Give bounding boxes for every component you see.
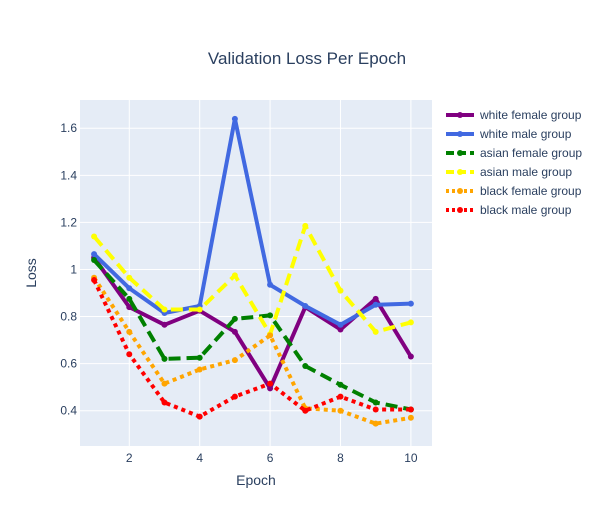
data-point	[91, 251, 98, 258]
data-point	[407, 300, 414, 307]
legend-label: white female group	[479, 108, 582, 122]
data-point	[126, 295, 133, 302]
legend-marker	[457, 150, 463, 156]
series-layer	[91, 115, 414, 427]
legend-item[interactable]: black female group	[446, 184, 582, 198]
data-point	[196, 413, 203, 420]
legend-label: asian female group	[480, 146, 582, 160]
data-point	[302, 302, 309, 309]
y-tick-label: 0.4	[60, 404, 77, 418]
x-axis-title: Epoch	[236, 472, 276, 488]
data-point	[267, 312, 274, 319]
data-point	[231, 328, 238, 335]
data-point	[372, 301, 379, 308]
data-point	[161, 321, 168, 328]
data-point	[161, 306, 168, 313]
data-point	[372, 399, 379, 406]
x-tick-label: 6	[267, 451, 274, 465]
data-point	[407, 353, 414, 360]
data-point	[126, 285, 133, 292]
legend-marker	[457, 131, 463, 137]
series-black-male-group	[91, 277, 414, 420]
data-point	[267, 380, 274, 387]
data-point	[407, 414, 414, 421]
data-point	[337, 407, 344, 414]
data-point	[267, 385, 274, 392]
y-axis-ticks: 0.4 0.6 0.8 1 1.2 1.4 1.6	[60, 121, 77, 417]
series-line	[92, 223, 412, 337]
data-point	[231, 357, 238, 364]
data-point	[372, 328, 379, 335]
data-point	[337, 287, 344, 294]
legend-item[interactable]: asian male group	[446, 165, 572, 179]
data-point	[372, 295, 379, 302]
y-tick-label: 0.8	[60, 310, 77, 324]
data-point	[196, 354, 203, 361]
data-point	[161, 399, 168, 406]
legend-label: black male group	[480, 203, 572, 217]
data-point	[407, 319, 414, 326]
data-point	[161, 355, 168, 362]
data-point	[126, 304, 133, 311]
data-point	[337, 393, 344, 400]
chart-title: Validation Loss Per Epoch	[208, 49, 406, 68]
data-point	[231, 272, 238, 279]
legend-marker	[457, 188, 463, 194]
legend-marker	[457, 207, 463, 213]
data-point	[407, 406, 414, 413]
legend-item[interactable]: white male group	[446, 127, 572, 141]
data-point	[126, 328, 133, 335]
y-axis-title: Loss	[23, 258, 39, 288]
data-point	[302, 362, 309, 369]
data-point	[231, 115, 238, 122]
data-point	[372, 406, 379, 413]
data-point	[126, 351, 133, 358]
data-point	[91, 277, 98, 284]
data-point	[337, 326, 344, 333]
data-point	[267, 332, 274, 339]
legend-item[interactable]: white female group	[446, 108, 582, 122]
y-tick-label: 1	[70, 262, 77, 276]
legend-marker	[457, 112, 463, 118]
data-point	[337, 381, 344, 388]
x-axis-ticks: 2 4 6 8 10	[126, 451, 418, 465]
series-line	[92, 258, 412, 412]
legend-marker	[457, 169, 463, 175]
legend-item[interactable]: asian female group	[446, 146, 582, 160]
legend-label: asian male group	[480, 165, 572, 179]
data-point	[126, 274, 133, 281]
x-tick-label: 10	[404, 451, 418, 465]
x-tick-label: 8	[337, 451, 344, 465]
gridlines	[80, 100, 432, 446]
y-tick-label: 1.6	[60, 121, 77, 135]
x-tick-label: 2	[126, 451, 133, 465]
series-asian-male-group	[91, 222, 414, 338]
data-point	[267, 281, 274, 288]
data-point	[231, 393, 238, 400]
data-point	[302, 407, 309, 414]
data-point	[337, 321, 344, 328]
legend-label: white male group	[479, 127, 572, 141]
y-tick-label: 1.4	[60, 168, 77, 182]
data-point	[91, 257, 98, 264]
data-point	[161, 380, 168, 387]
x-tick-label: 4	[196, 451, 203, 465]
series-line	[92, 276, 412, 426]
data-point	[196, 366, 203, 373]
data-point	[91, 233, 98, 240]
series-white-male-group	[91, 115, 414, 328]
legend-item[interactable]: black male group	[446, 203, 572, 217]
series-line	[92, 116, 411, 327]
data-point	[372, 420, 379, 427]
data-point	[196, 306, 203, 313]
y-tick-label: 1.2	[60, 215, 77, 229]
y-tick-label: 0.6	[60, 357, 77, 371]
legend[interactable]: white female group white male group asian …	[446, 108, 582, 217]
plot-area	[80, 100, 432, 446]
data-point	[231, 315, 238, 322]
data-point	[302, 222, 309, 229]
legend-label: black female group	[480, 184, 582, 198]
